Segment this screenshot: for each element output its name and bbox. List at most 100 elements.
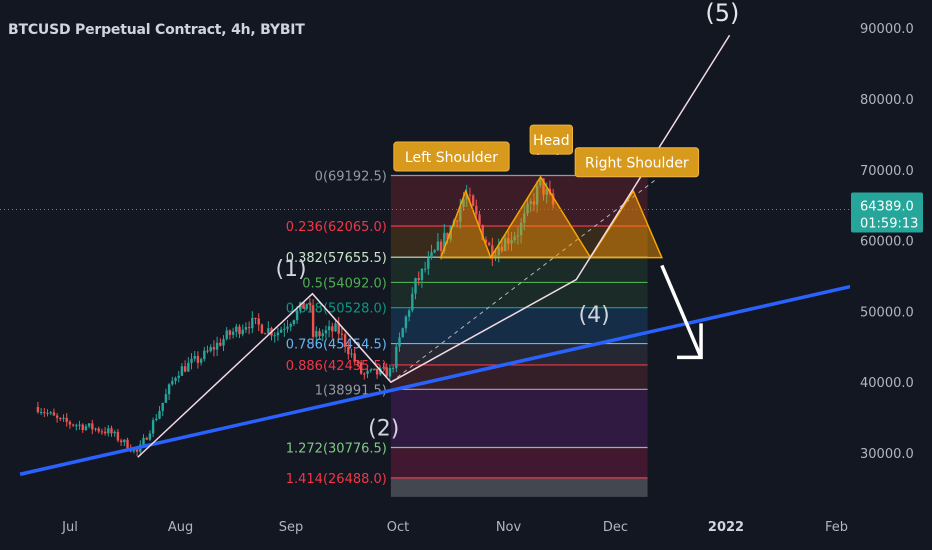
candle xyxy=(404,314,408,333)
candle-body xyxy=(295,310,299,321)
candle xyxy=(225,327,228,341)
candle xyxy=(535,180,539,213)
candle xyxy=(350,348,353,358)
candle xyxy=(491,237,494,267)
candle xyxy=(36,401,40,414)
candle-body xyxy=(289,323,292,327)
candle xyxy=(487,241,491,246)
candle xyxy=(135,448,139,456)
candle xyxy=(39,407,43,416)
candle xyxy=(49,411,52,415)
candle-body xyxy=(81,424,84,430)
price-axis: 90000.0 80000.0 70000.0 60000.0 50000.0 40000… xyxy=(850,0,932,550)
candle-body xyxy=(343,334,347,348)
candle-body xyxy=(39,412,43,414)
candle-body xyxy=(539,178,542,186)
candle-body xyxy=(257,318,260,325)
candle xyxy=(228,329,232,340)
candle xyxy=(75,423,78,431)
candle-body xyxy=(235,326,238,332)
price-tick-label: 80000.0 xyxy=(860,93,914,108)
candle-body xyxy=(462,199,465,208)
candle xyxy=(283,322,286,337)
candle-body xyxy=(119,440,123,443)
candle-body xyxy=(241,329,244,335)
candle xyxy=(516,226,520,245)
callout-text: Left Shoulder xyxy=(405,150,498,166)
candle xyxy=(107,424,110,437)
candle-body xyxy=(427,257,430,269)
candle-body xyxy=(193,356,196,359)
candle-body xyxy=(36,406,40,413)
candle xyxy=(359,360,363,375)
candle-body xyxy=(487,242,491,246)
candle-body xyxy=(273,335,276,337)
candle xyxy=(356,359,360,367)
candle-body xyxy=(372,368,376,370)
candle-body xyxy=(308,304,312,306)
candle-body xyxy=(551,193,555,205)
candle-body xyxy=(417,278,420,281)
fib-level-label: 0.5(54092.0) xyxy=(302,276,387,291)
candle-body xyxy=(286,326,289,329)
candle-body xyxy=(420,268,424,281)
candle-body xyxy=(497,246,500,256)
candle xyxy=(385,363,388,377)
candle-body xyxy=(503,238,507,252)
candle-body xyxy=(407,310,411,317)
fib-band-7 xyxy=(390,389,648,448)
candle xyxy=(65,413,68,427)
time-tick-label: Oct xyxy=(387,520,409,535)
candle-body xyxy=(513,236,516,240)
candle xyxy=(369,368,372,373)
candle-body xyxy=(475,205,478,215)
candle-body xyxy=(455,220,459,222)
candle-body xyxy=(510,239,513,244)
candle xyxy=(366,368,369,379)
candle-body xyxy=(523,213,526,223)
candle-body xyxy=(94,428,97,430)
candle xyxy=(119,438,123,446)
candle xyxy=(97,426,100,434)
candle-body xyxy=(388,368,392,377)
candle xyxy=(145,436,148,441)
candle xyxy=(292,319,296,327)
candle xyxy=(337,316,340,339)
candle-body xyxy=(260,324,264,334)
candle-body xyxy=(395,346,398,369)
candle xyxy=(375,368,379,379)
candle xyxy=(321,329,324,342)
time-tick-label: 2022 xyxy=(708,520,744,535)
candle xyxy=(126,437,129,450)
candle-body xyxy=(174,377,177,381)
candle-body xyxy=(465,194,468,200)
last-price-value: 64389.0 xyxy=(860,200,914,215)
candle-body xyxy=(356,361,360,363)
candle-body xyxy=(439,241,443,252)
candle-body xyxy=(401,328,404,338)
candle xyxy=(164,388,168,403)
candle-body xyxy=(46,412,49,414)
candle-body xyxy=(177,375,180,378)
candle xyxy=(468,187,472,202)
candle xyxy=(551,188,555,209)
candle-body xyxy=(305,304,308,309)
candle xyxy=(100,428,104,435)
candle xyxy=(87,423,91,429)
callout-box xyxy=(393,141,510,172)
candle xyxy=(71,423,75,428)
candle-body xyxy=(443,232,446,252)
candle xyxy=(340,326,344,340)
candle-body xyxy=(283,328,286,330)
candle xyxy=(174,376,177,385)
candle xyxy=(532,192,536,212)
chart-title: BTCUSD Perpetual Contract, 4h, BYBIT xyxy=(8,22,305,38)
time-tick-label: Nov xyxy=(496,520,522,535)
candle xyxy=(510,232,513,252)
candle xyxy=(142,434,145,446)
fib-level-label: 0.618(50528.0) xyxy=(286,302,387,317)
fib-band-9 xyxy=(390,477,648,497)
candle xyxy=(209,344,212,353)
candle-body xyxy=(97,428,100,432)
